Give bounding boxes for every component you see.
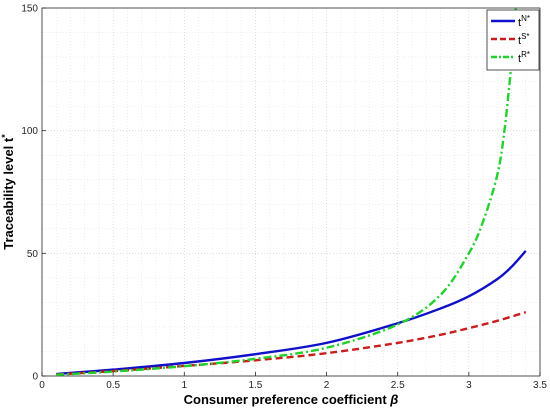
y-axis-ticks: 0 50 100 150	[21, 4, 46, 383]
legend-entry-label: tN*	[518, 14, 530, 29]
y-tick-label: 150	[21, 4, 38, 15]
y-axis-label-text: Traceability level t	[1, 137, 16, 250]
x-tick-label: 0.5	[106, 380, 120, 391]
y-tick-label: 0	[32, 372, 38, 383]
plot-area-frame	[41, 7, 541, 377]
x-tick-label: 1	[182, 380, 188, 391]
x-tick-label: 2.5	[391, 380, 405, 391]
x-tick-label: 2	[324, 380, 330, 391]
series-lines	[56, 7, 527, 376]
x-tick-label: 1.5	[248, 380, 262, 391]
x-tick-label: 3.5	[533, 380, 547, 391]
x-axis-label: Consumer preference coefficient β	[184, 392, 399, 407]
x-tick-label: 0	[39, 380, 45, 391]
x-axis-label-symbol: β	[389, 392, 398, 407]
x-axis-label-text: Consumer preference coefficient	[184, 392, 391, 407]
series-line-s-star	[56, 311, 527, 376]
legend: tN* tS* tR*	[486, 9, 540, 71]
x-tick-label: 3	[466, 380, 472, 391]
legend-entry-label: tS*	[518, 32, 530, 47]
legend-entry-label: tR*	[518, 50, 530, 65]
grid-lines	[41, 7, 541, 377]
y-tick-label: 50	[27, 249, 39, 260]
series-line-n-star	[56, 250, 527, 376]
y-axis-label-superscript: *	[0, 134, 10, 138]
x-axis-ticks: 0 0.5 1 1.5 2 2.5 3 3.5	[39, 372, 547, 391]
y-tick-label: 100	[21, 126, 38, 137]
y-axis-label: Traceability level t*	[0, 134, 16, 250]
series-line-r-star	[56, 7, 518, 376]
